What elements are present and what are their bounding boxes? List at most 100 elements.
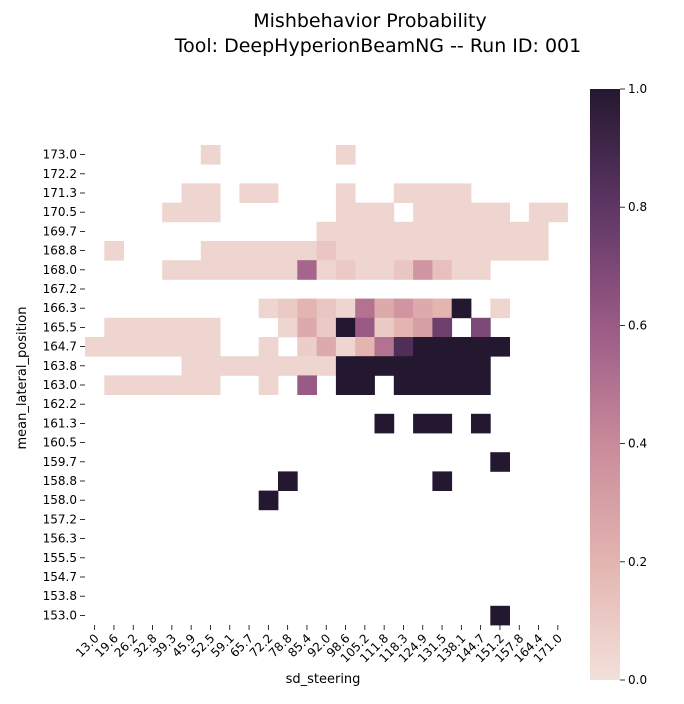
heatmap-cell (471, 356, 491, 376)
heatmap-cell (297, 298, 317, 319)
heatmap-cell (239, 241, 260, 261)
heatmap-cell (335, 202, 356, 223)
chart-subtitle: Tool: DeepHyperionBeamNG -- Run ID: 001 (174, 35, 581, 57)
heatmap-cell (548, 202, 568, 223)
heatmap-cell (528, 221, 549, 242)
heatmap-cell (471, 221, 491, 242)
x-axis-label: sd_steering (286, 672, 361, 687)
heatmap-cell (278, 241, 298, 261)
y-tick-label: 172.2 (43, 167, 77, 181)
heatmap-cell (413, 183, 433, 203)
y-tick-label: 162.2 (43, 397, 77, 411)
heatmap-cell (374, 241, 395, 261)
heatmap-cell (393, 260, 414, 280)
heatmap-cell (278, 471, 298, 491)
heatmap-cell (239, 356, 260, 376)
heatmap-cell (200, 356, 221, 376)
heatmap-cell (413, 260, 433, 280)
heatmap-cell (374, 356, 395, 376)
heatmap-cell (104, 337, 124, 357)
y-tick-label: 173.0 (43, 148, 77, 162)
heatmap-cell (432, 356, 453, 376)
heatmap-cell (316, 221, 337, 242)
heatmap-cell (162, 317, 182, 338)
heatmap-cell (355, 241, 375, 261)
heatmap-cell (258, 356, 279, 376)
heatmap-cell (471, 337, 491, 357)
heatmap-cell (413, 221, 433, 242)
heatmap-cell (181, 375, 202, 395)
heatmap-cell (278, 317, 298, 338)
y-tick-label: 168.0 (43, 263, 77, 277)
heatmap-cell (374, 298, 395, 319)
chart-title: Mishbehavior Probability (253, 10, 486, 32)
heatmap-cell (432, 298, 453, 319)
heatmap-cell (355, 202, 375, 223)
heatmap-cell (432, 413, 453, 434)
heatmap-cell (335, 337, 356, 357)
colorbar (590, 89, 620, 680)
heatmap-cell (509, 241, 530, 261)
y-tick-label: 168.8 (43, 244, 77, 258)
heatmap-cell (393, 356, 414, 376)
heatmap-cell (200, 241, 221, 261)
heatmap-cell (471, 202, 491, 223)
heatmap-cell (471, 317, 491, 338)
heatmap-cell (528, 202, 549, 223)
heatmap-cell (335, 375, 356, 395)
heatmap-cell (413, 241, 433, 261)
heatmap-cell (393, 298, 414, 319)
y-tick-label: 166.3 (43, 301, 77, 315)
heatmap-cell (104, 375, 124, 395)
y-tick-label: 165.5 (43, 320, 77, 334)
heatmap-cell (316, 241, 337, 261)
y-tick-label: 161.3 (43, 416, 77, 430)
colorbar-tick-label: 0.4 (628, 437, 647, 451)
y-tick-label: 171.3 (43, 186, 77, 200)
heatmap-cell (374, 260, 395, 280)
y-tick-label: 158.0 (43, 493, 77, 507)
heatmap-cell (432, 241, 453, 261)
heatmap-cell (104, 241, 124, 261)
heatmap-cell (413, 202, 433, 223)
heatmap-cell (181, 356, 202, 376)
heatmap-cell (297, 337, 317, 357)
heatmap-cell (432, 375, 453, 395)
heatmap-cell (374, 317, 395, 338)
heatmap-cell (181, 260, 202, 280)
x-axis-ticks: 13.019.626.232.839.345.952.559.165.772.2… (73, 625, 565, 665)
heatmap-cell (297, 317, 317, 338)
heatmap-cell (413, 337, 433, 357)
heatmap-cell (355, 260, 375, 280)
heatmap-cell (490, 221, 510, 242)
heatmap-cell (316, 260, 337, 280)
colorbar-tick-label: 0.6 (628, 318, 647, 332)
heatmap-cell (393, 337, 414, 357)
y-tick-label: 154.7 (43, 570, 77, 584)
heatmap-cell (200, 145, 221, 165)
heatmap-cell (413, 317, 433, 338)
y-tick-label: 169.7 (43, 224, 77, 238)
heatmap-cell (85, 337, 105, 357)
heatmap-cell (490, 337, 510, 357)
heatmap-cell (142, 337, 163, 357)
heatmap-cell (142, 375, 163, 395)
y-tick-label: 164.7 (43, 340, 77, 354)
heatmap-cell (355, 221, 375, 242)
heatmap-cell (451, 337, 472, 357)
y-tick-label: 153.8 (43, 589, 77, 603)
heatmap-cell (374, 221, 395, 242)
heatmap-cell (316, 356, 337, 376)
heatmap-cell (104, 317, 124, 338)
heatmap-cell (432, 317, 453, 338)
heatmap-cell (278, 260, 298, 280)
colorbar-ticks: 0.0 0.2 0.4 0.6 0.8 1.0 (620, 82, 647, 687)
heatmap-cell (471, 413, 491, 434)
heatmap-cell (451, 375, 472, 395)
heatmap-cell (432, 471, 453, 491)
heatmap-cells (85, 145, 568, 626)
heatmap-cell (316, 298, 337, 319)
heatmap-cell (451, 260, 472, 280)
heatmap-cell (451, 356, 472, 376)
